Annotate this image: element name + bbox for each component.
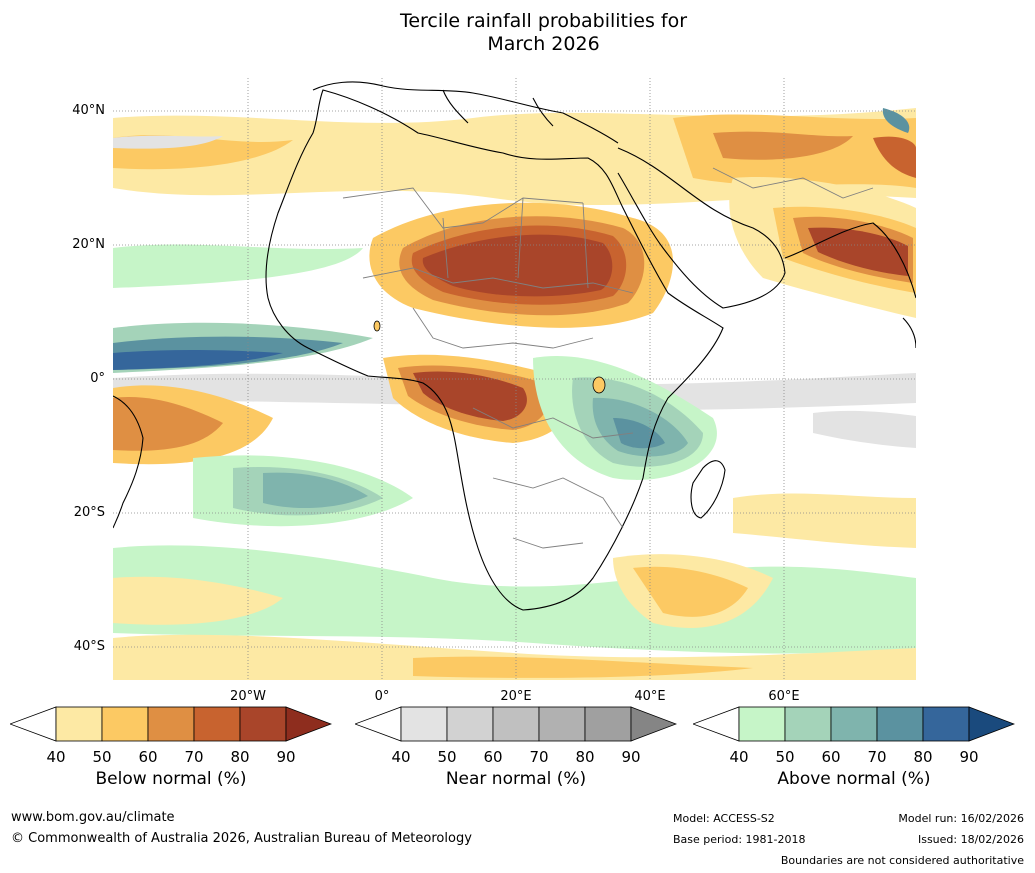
swatch-above-3 [830, 706, 878, 742]
lat-label-40s: 40°S [73, 639, 105, 654]
map-title: Tercile rainfall probabilities for March… [0, 10, 1035, 56]
swatch-above-2 [784, 706, 832, 742]
tick-below-60: 60 [138, 748, 158, 766]
swatch-near-0 [355, 706, 402, 742]
tick-below-70: 70 [184, 748, 204, 766]
title-line-2: March 2026 [487, 33, 600, 55]
tick-above-80: 80 [913, 748, 933, 766]
swatch-below-2 [101, 706, 149, 742]
colorbar-above-swatches [693, 706, 1015, 742]
swatch-below-4 [193, 706, 241, 742]
swatch-below-5 [239, 706, 287, 742]
tick-below-40: 40 [46, 748, 66, 766]
swatch-near-4 [538, 706, 586, 742]
swatch-near-3 [492, 706, 540, 742]
website-link[interactable]: www.bom.gov.au/climate [11, 810, 175, 825]
colorbar-below-normal: 40 50 60 70 80 90 Below normal (%) [10, 706, 332, 789]
swatch-below-6 [285, 706, 332, 742]
lakes [373, 320, 606, 394]
lon-label-40e: 40°E [634, 689, 666, 704]
colorbar-below-swatches [10, 706, 332, 742]
lat-label-0: 0° [90, 371, 105, 386]
tick-above-90: 90 [959, 748, 979, 766]
tick-near-90: 90 [621, 748, 641, 766]
tick-near-80: 80 [575, 748, 595, 766]
country-borders [342, 167, 874, 549]
tick-below-50: 50 [92, 748, 112, 766]
swatch-below-3 [147, 706, 195, 742]
map-canvas [113, 78, 916, 680]
probability-shading [113, 108, 916, 680]
tick-above-60: 60 [821, 748, 841, 766]
swatch-above-4 [876, 706, 924, 742]
colorbar-above-label: Above normal (%) [777, 769, 931, 789]
swatch-above-1 [738, 706, 786, 742]
swatch-near-5 [584, 706, 632, 742]
tick-above-70: 70 [867, 748, 887, 766]
lon-label-20w: 20°W [230, 689, 266, 704]
lat-label-20s: 20°S [73, 505, 105, 520]
tick-below-80: 80 [230, 748, 250, 766]
tick-near-40: 40 [391, 748, 411, 766]
swatch-near-1 [400, 706, 448, 742]
tick-near-70: 70 [529, 748, 549, 766]
coastlines [113, 81, 916, 611]
probability-map [113, 78, 916, 680]
colorbar-near-normal: 40 50 60 70 80 90 Near normal (%) [355, 706, 677, 789]
lon-label-0: 0° [374, 689, 390, 704]
lon-label-60e: 60°E [768, 689, 800, 704]
tick-below-90: 90 [276, 748, 296, 766]
swatch-above-6 [968, 706, 1015, 742]
boundaries-disclaimer: Boundaries are not considered authoritat… [780, 854, 1024, 867]
lat-label-20n: 20°N [72, 237, 105, 252]
lon-label-20e: 20°E [500, 689, 532, 704]
issued-date: Issued: 18/02/2026 [917, 833, 1024, 846]
tick-above-50: 50 [775, 748, 795, 766]
swatch-below-0 [10, 706, 57, 742]
swatch-below-1 [55, 706, 103, 742]
lat-label-40n: 40°N [72, 103, 105, 118]
swatch-near-2 [446, 706, 494, 742]
tick-above-40: 40 [729, 748, 749, 766]
swatch-near-6 [630, 706, 677, 742]
swatch-above-0 [693, 706, 740, 742]
colorbar-near-label: Near normal (%) [445, 769, 587, 789]
base-period: Base period: 1981-2018 [673, 833, 806, 846]
tick-near-50: 50 [437, 748, 457, 766]
copyright-text: © Commonwealth of Australia 2026, Austra… [11, 831, 472, 846]
swatch-above-5 [922, 706, 970, 742]
title-line-1: Tercile rainfall probabilities for [399, 10, 688, 32]
model-name: Model: ACCESS-S2 [673, 812, 775, 825]
model-run-date: Model run: 16/02/2026 [898, 812, 1024, 825]
colorbar-above-normal: 40 50 60 70 80 90 Above normal (%) [693, 706, 1015, 789]
gridlines [113, 78, 916, 680]
colorbar-below-label: Below normal (%) [95, 769, 247, 789]
tick-near-60: 60 [483, 748, 503, 766]
colorbar-near-swatches [355, 706, 677, 742]
